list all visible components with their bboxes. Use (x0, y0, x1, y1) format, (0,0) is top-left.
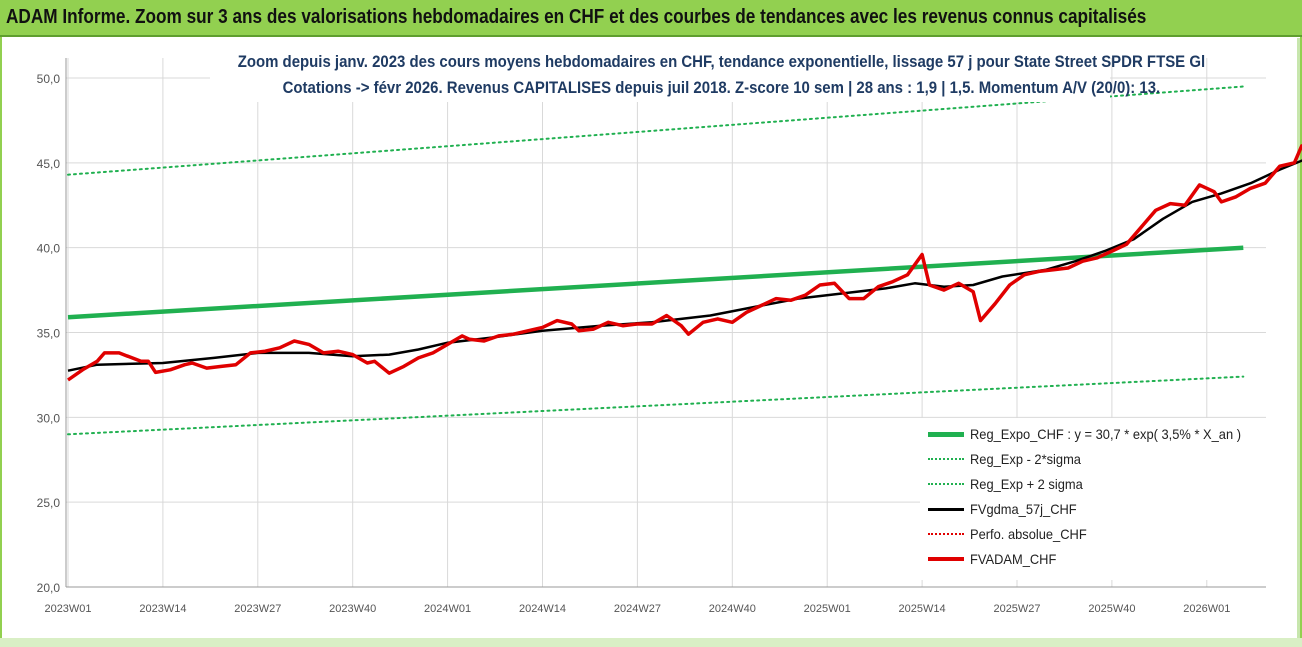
x-tick-label: 2025W27 (993, 603, 1040, 615)
legend-swatch (928, 557, 964, 561)
y-tick-label: 30,0 (37, 411, 61, 425)
bottom-strip (0, 638, 1302, 647)
series-reg-exp-plus-2sigma (67, 85, 1245, 176)
chart-subtitle: Cotations -> févr 2026. Revenus CAPITALI… (282, 78, 1161, 97)
y-tick-label: 40,0 (37, 242, 61, 256)
x-tick-label: 2024W40 (709, 603, 756, 615)
legend-item-reg-exp-minus: Reg_Exp - 2*sigma (928, 447, 1091, 471)
report-banner: ADAM Informe. Zoom sur 3 ans des valoris… (0, 0, 1302, 37)
legend-swatch (928, 507, 964, 511)
legend-item-fvgdma: FVgdma_57j_CHF (928, 497, 1086, 521)
x-tick-label: 2025W01 (804, 603, 851, 615)
x-tick-label: 2023W01 (44, 603, 91, 615)
legend-item-perfo: Perfo. absolue_CHF (928, 522, 1097, 546)
legend-label: FVADAM_CHF (970, 551, 1057, 567)
chart-legend: Reg_Expo_CHF : y = 30,7 * exp( 3,5% * X_… (920, 418, 1270, 580)
series-fvadam (66, 144, 1302, 382)
y-tick-label: 50,0 (37, 72, 61, 86)
series-fvgdma (67, 159, 1302, 372)
series-reg-exp-minus-2sigma (67, 375, 1245, 436)
x-tick-label: 2023W40 (329, 603, 376, 615)
report-title: ADAM Informe. Zoom sur 3 ans des valoris… (6, 6, 1147, 28)
frame-edge (1297, 38, 1300, 638)
legend-label: Reg_Expo_CHF : y = 30,7 * exp( 3,5% * X_… (970, 426, 1241, 442)
x-tick-label: 2023W27 (234, 603, 281, 615)
chart-frame (0, 37, 1302, 647)
x-tick-label: 2024W14 (519, 603, 566, 615)
legend-swatch (928, 533, 964, 535)
legend-label: Reg_Exp - 2*sigma (970, 451, 1081, 467)
x-tick-label: 2025W40 (1088, 603, 1135, 615)
legend-label: Reg_Exp + 2 sigma (970, 476, 1083, 492)
x-tick-label: 2023W14 (139, 603, 186, 615)
y-tick-label: 25,0 (37, 496, 61, 510)
chart-title: Zoom depuis janv. 2023 des cours moyens … (237, 52, 1206, 71)
x-tick-label: 2025W14 (899, 603, 946, 615)
x-tick-label: 2024W27 (614, 603, 661, 615)
legend-item-reg-expo: Reg_Expo_CHF : y = 30,7 * exp( 3,5% * X_… (928, 422, 1265, 446)
legend-swatch (928, 458, 964, 460)
legend-item-reg-exp-plus: Reg_Exp + 2 sigma (928, 472, 1093, 496)
x-tick-label: 2024W01 (424, 603, 471, 615)
series-reg-expo (67, 245, 1244, 320)
legend-swatch (928, 431, 964, 437)
legend-label: FVgdma_57j_CHF (970, 501, 1077, 517)
y-tick-label: 20,0 (37, 581, 61, 595)
legend-swatch (928, 483, 964, 485)
chart-title-background (210, 48, 1110, 102)
legend-label: Perfo. absolue_CHF (970, 526, 1087, 542)
y-tick-label: 45,0 (37, 157, 61, 171)
x-tick-label: 2026W01 (1183, 603, 1230, 615)
legend-item-fvadam: FVADAM_CHF (928, 547, 1064, 571)
y-tick-label: 35,0 (37, 327, 61, 341)
